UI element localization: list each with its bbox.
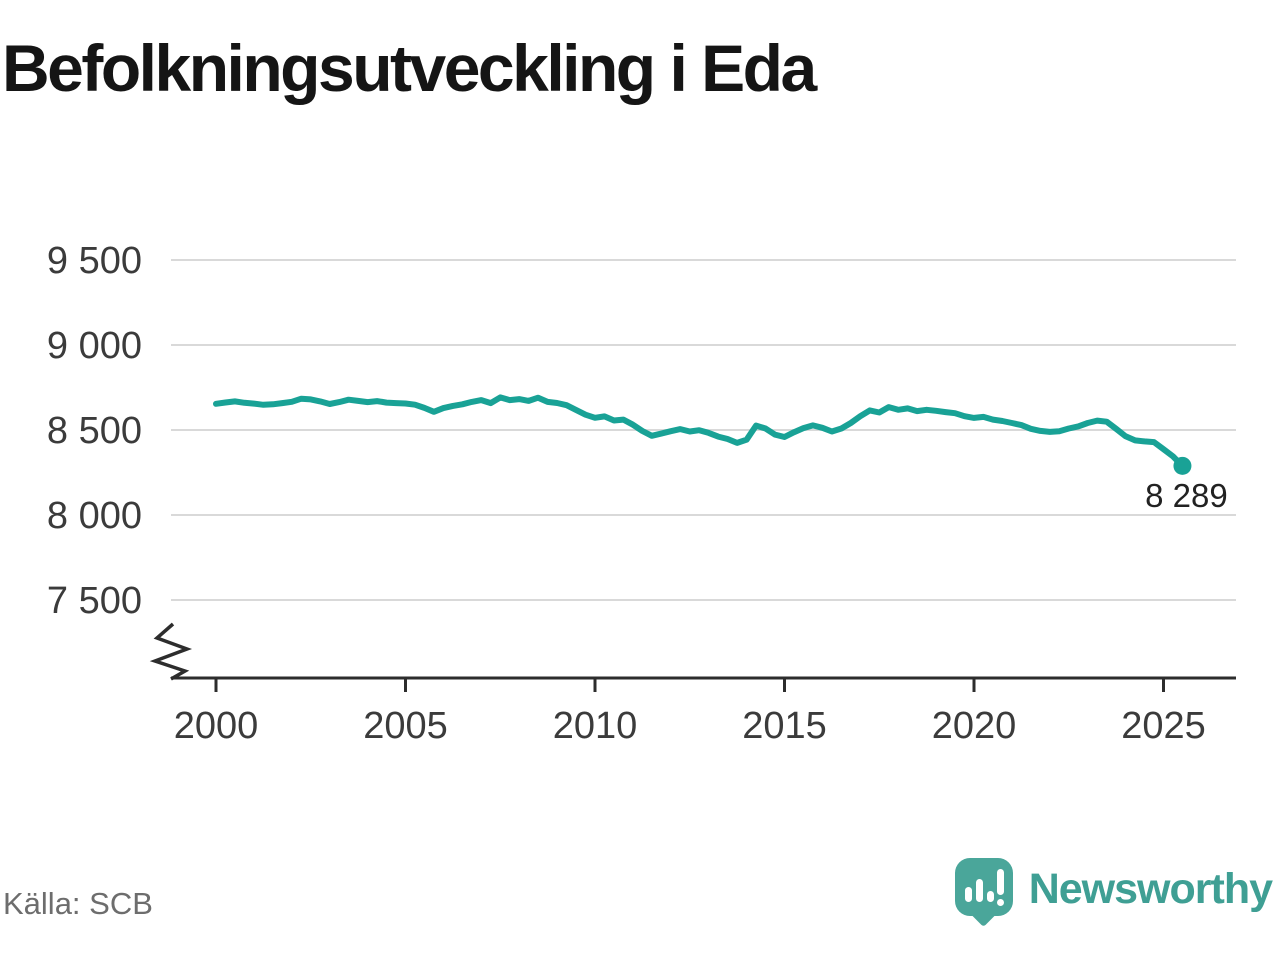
y-tick-label: 8 500 <box>47 410 142 452</box>
chart-title: Befolkningsutveckling i Eda <box>2 31 817 105</box>
axis-break-icon <box>149 622 193 681</box>
x-tick-label: 2005 <box>363 705 448 747</box>
last-value-dot <box>1173 456 1192 475</box>
population-series-line <box>213 394 1186 469</box>
y-tick-label: 7 500 <box>47 580 142 622</box>
source-label: Källa: SCB <box>3 886 153 921</box>
newsworthy-wordmark: Newsworthy <box>1028 865 1273 913</box>
x-tick-label: 2010 <box>553 705 638 747</box>
y-tick-label: 9 500 <box>47 240 142 282</box>
x-tick-label: 2025 <box>1121 705 1206 747</box>
newsworthy-speech-bubble-barchart-icon <box>954 858 1013 927</box>
x-tick-label: 2000 <box>174 705 259 747</box>
newsworthy-logo: Newsworthy <box>954 858 1273 934</box>
x-tick-label: 2015 <box>742 705 827 747</box>
y-tick-label: 9 000 <box>47 325 142 367</box>
last-value-label: 8 289 <box>1145 477 1228 514</box>
x-tick-label: 2020 <box>932 705 1017 747</box>
y-tick-label: 8 000 <box>47 495 142 537</box>
